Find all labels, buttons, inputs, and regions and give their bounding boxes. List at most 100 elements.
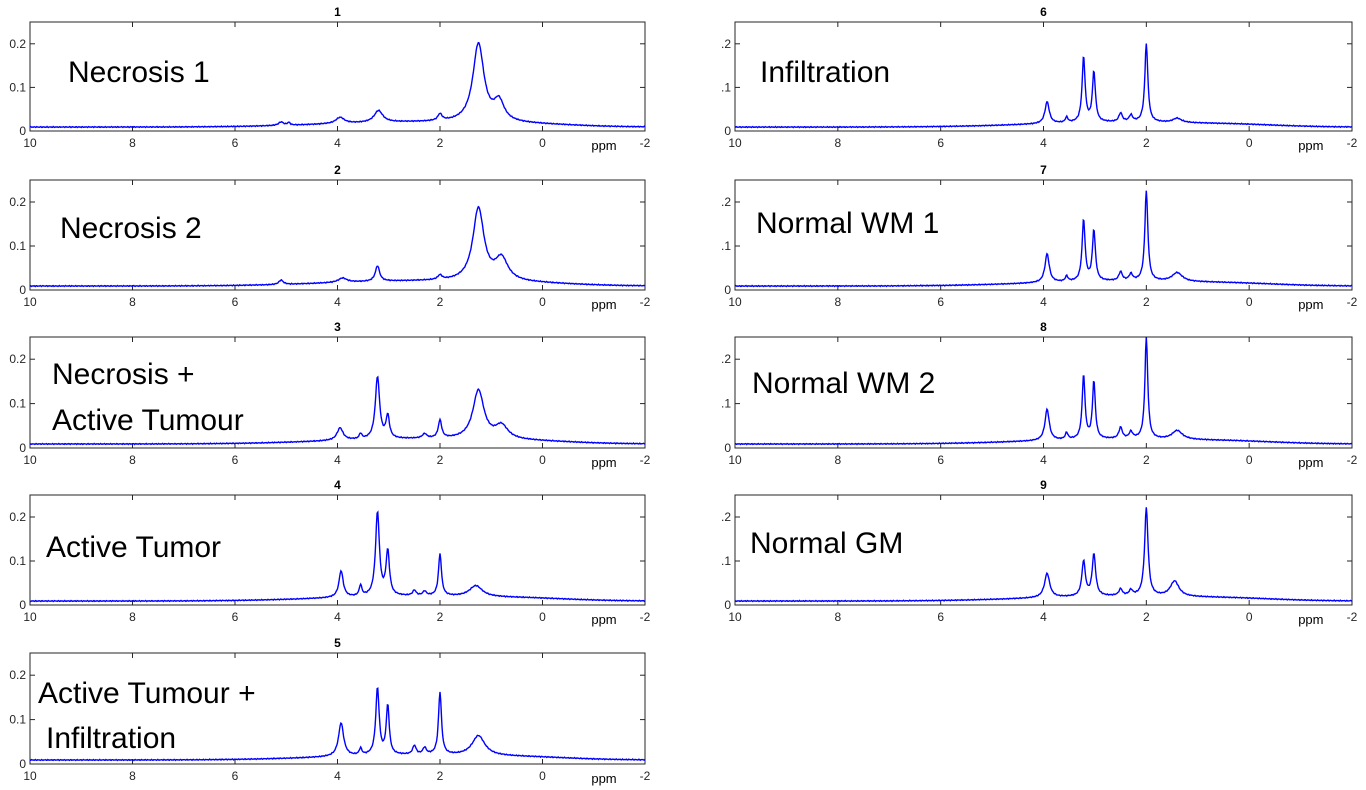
x-tick-label: 10: [23, 136, 37, 150]
x-tick-label: -2: [1347, 295, 1358, 309]
panel-title: 3: [334, 320, 341, 334]
x-tick-label: 8: [834, 295, 841, 309]
x-tick-label: 4: [334, 769, 341, 783]
x-tick-label: 2: [437, 610, 444, 624]
x-tick-label: -2: [1347, 453, 1358, 467]
region-label: Active Tumour: [52, 404, 244, 437]
y-tick-label: .2: [721, 352, 731, 366]
region-label: Necrosis 2: [60, 212, 202, 245]
y-tick-label: 0.1: [9, 554, 26, 568]
x-tick-label: 10: [23, 610, 37, 624]
x-tick-label: 6: [937, 295, 944, 309]
spectrum-line: [29, 205, 646, 288]
spectrum-line: [29, 510, 646, 603]
x-tick-label: 10: [728, 453, 742, 467]
y-tick-label: 0: [19, 598, 26, 612]
region-label: Necrosis +: [52, 358, 195, 391]
x-axis-label: ppm: [591, 612, 616, 627]
spectrum-line: [734, 43, 1353, 129]
y-tick-label: 0.2: [9, 195, 26, 209]
x-tick-label: 0: [539, 453, 546, 467]
x-tick-label: 2: [1143, 610, 1150, 624]
x-tick-label: -2: [640, 769, 651, 783]
y-tick-label: 0: [724, 441, 731, 455]
x-tick-label: 10: [728, 295, 742, 309]
x-tick-label: 6: [232, 453, 239, 467]
x-tick-label: 0: [1246, 295, 1253, 309]
plot-area: [29, 179, 646, 291]
y-tick-label: 0.2: [9, 352, 26, 366]
y-tick-label: 0: [19, 757, 26, 771]
y-tick-label: 0.2: [9, 668, 26, 682]
x-tick-label: -2: [640, 610, 651, 624]
x-tick-label: 4: [1040, 610, 1047, 624]
y-tick-label: .1: [721, 239, 731, 253]
spectrum-line: [734, 507, 1353, 603]
x-tick-label: 0: [1246, 136, 1253, 150]
x-tick-label: 0: [539, 769, 546, 783]
x-tick-label: 4: [334, 610, 341, 624]
spectrum-line: [29, 375, 646, 446]
x-tick-label: 6: [232, 136, 239, 150]
spectrum-panel-2: 2 10 8 6 4 2 0 -2 0 0.1 0.2 ppm Necrosis 2: [9, 163, 650, 312]
x-tick-label: 6: [232, 295, 239, 309]
spectrum-line: [734, 190, 1353, 288]
x-axis-label: ppm: [1298, 138, 1323, 153]
x-axis-label: ppm: [591, 455, 616, 470]
y-tick-label: 0: [19, 124, 26, 138]
x-tick-label: 8: [834, 453, 841, 467]
y-tick-label: 0: [19, 283, 26, 297]
panel-title: 4: [334, 478, 341, 492]
x-tick-label: 8: [129, 610, 136, 624]
spectrum-panel-7: 7 10 8 6 4 2 0 -2 0 .1 .2 ppm Normal WM 1: [721, 163, 1358, 312]
x-tick-label: 4: [334, 136, 341, 150]
y-tick-label: .1: [721, 397, 731, 411]
spectrum-panel-5: 5 10 8 6 4 2 0 -2 0 0.1 0.2 ppm Active Tumour + Infil…: [9, 636, 650, 786]
x-tick-label: 0: [539, 610, 546, 624]
x-tick-label: -2: [640, 295, 651, 309]
y-tick-label: 0: [724, 124, 731, 138]
x-tick-label: 0: [1246, 453, 1253, 467]
x-tick-label: 6: [937, 610, 944, 624]
x-tick-label: 0: [1246, 610, 1253, 624]
y-tick-label: 0: [724, 598, 731, 612]
region-label: Normal WM 1: [756, 207, 939, 240]
region-label: Normal GM: [750, 527, 903, 560]
region-label: Necrosis 1: [68, 56, 210, 89]
x-tick-label: -2: [640, 136, 651, 150]
x-tick-label: 10: [23, 295, 37, 309]
plot-area: [734, 21, 1353, 132]
spectrum-panel-1: 1 10 8 6 4 2 0 -2 0 0.1 0.2 ppm Necrosis 1: [9, 5, 650, 153]
x-axis-label: ppm: [591, 138, 616, 153]
x-axis-label: ppm: [591, 771, 616, 786]
y-tick-label: 0.1: [9, 239, 26, 253]
y-tick-label: .2: [721, 37, 731, 51]
x-tick-label: 0: [539, 295, 546, 309]
spectrum-panel-3: 3 10 8 6 4 2 0 -2 0 0.1 0.2 ppm Necrosis + Active Tum…: [9, 320, 650, 470]
y-tick-label: .1: [721, 80, 731, 94]
region-label: Infiltration: [46, 722, 176, 755]
x-tick-label: -2: [640, 453, 651, 467]
x-tick-label: 6: [937, 453, 944, 467]
x-tick-label: 10: [23, 769, 37, 783]
y-tick-label: 0.2: [9, 37, 26, 51]
region-label: Active Tumour +: [38, 677, 256, 710]
x-tick-label: 8: [834, 136, 841, 150]
x-tick-label: 6: [232, 769, 239, 783]
x-axis-label: ppm: [1298, 455, 1323, 470]
y-tick-label: .1: [721, 554, 731, 568]
x-tick-label: 4: [334, 295, 341, 309]
x-axis-label: ppm: [591, 297, 616, 312]
y-tick-label: 0: [724, 283, 731, 297]
panel-title: 9: [1040, 478, 1047, 492]
x-tick-label: 2: [437, 295, 444, 309]
y-tick-label: 0: [19, 441, 26, 455]
x-tick-label: 10: [728, 610, 742, 624]
panel-title: 7: [1040, 163, 1047, 177]
y-tick-label: .2: [721, 510, 731, 524]
spectrum-panel-6: 6 10 8 6 4 2 0 -2 0 .1 .2 ppm Infiltration: [721, 5, 1358, 153]
panel-title: 2: [334, 163, 341, 177]
y-tick-label: 0.1: [9, 80, 26, 94]
x-tick-label: 4: [1040, 136, 1047, 150]
spectrum-panel-8: 8 10 8 6 4 2 0 -2 0 .1 .2 ppm Normal WM 2: [721, 320, 1358, 470]
